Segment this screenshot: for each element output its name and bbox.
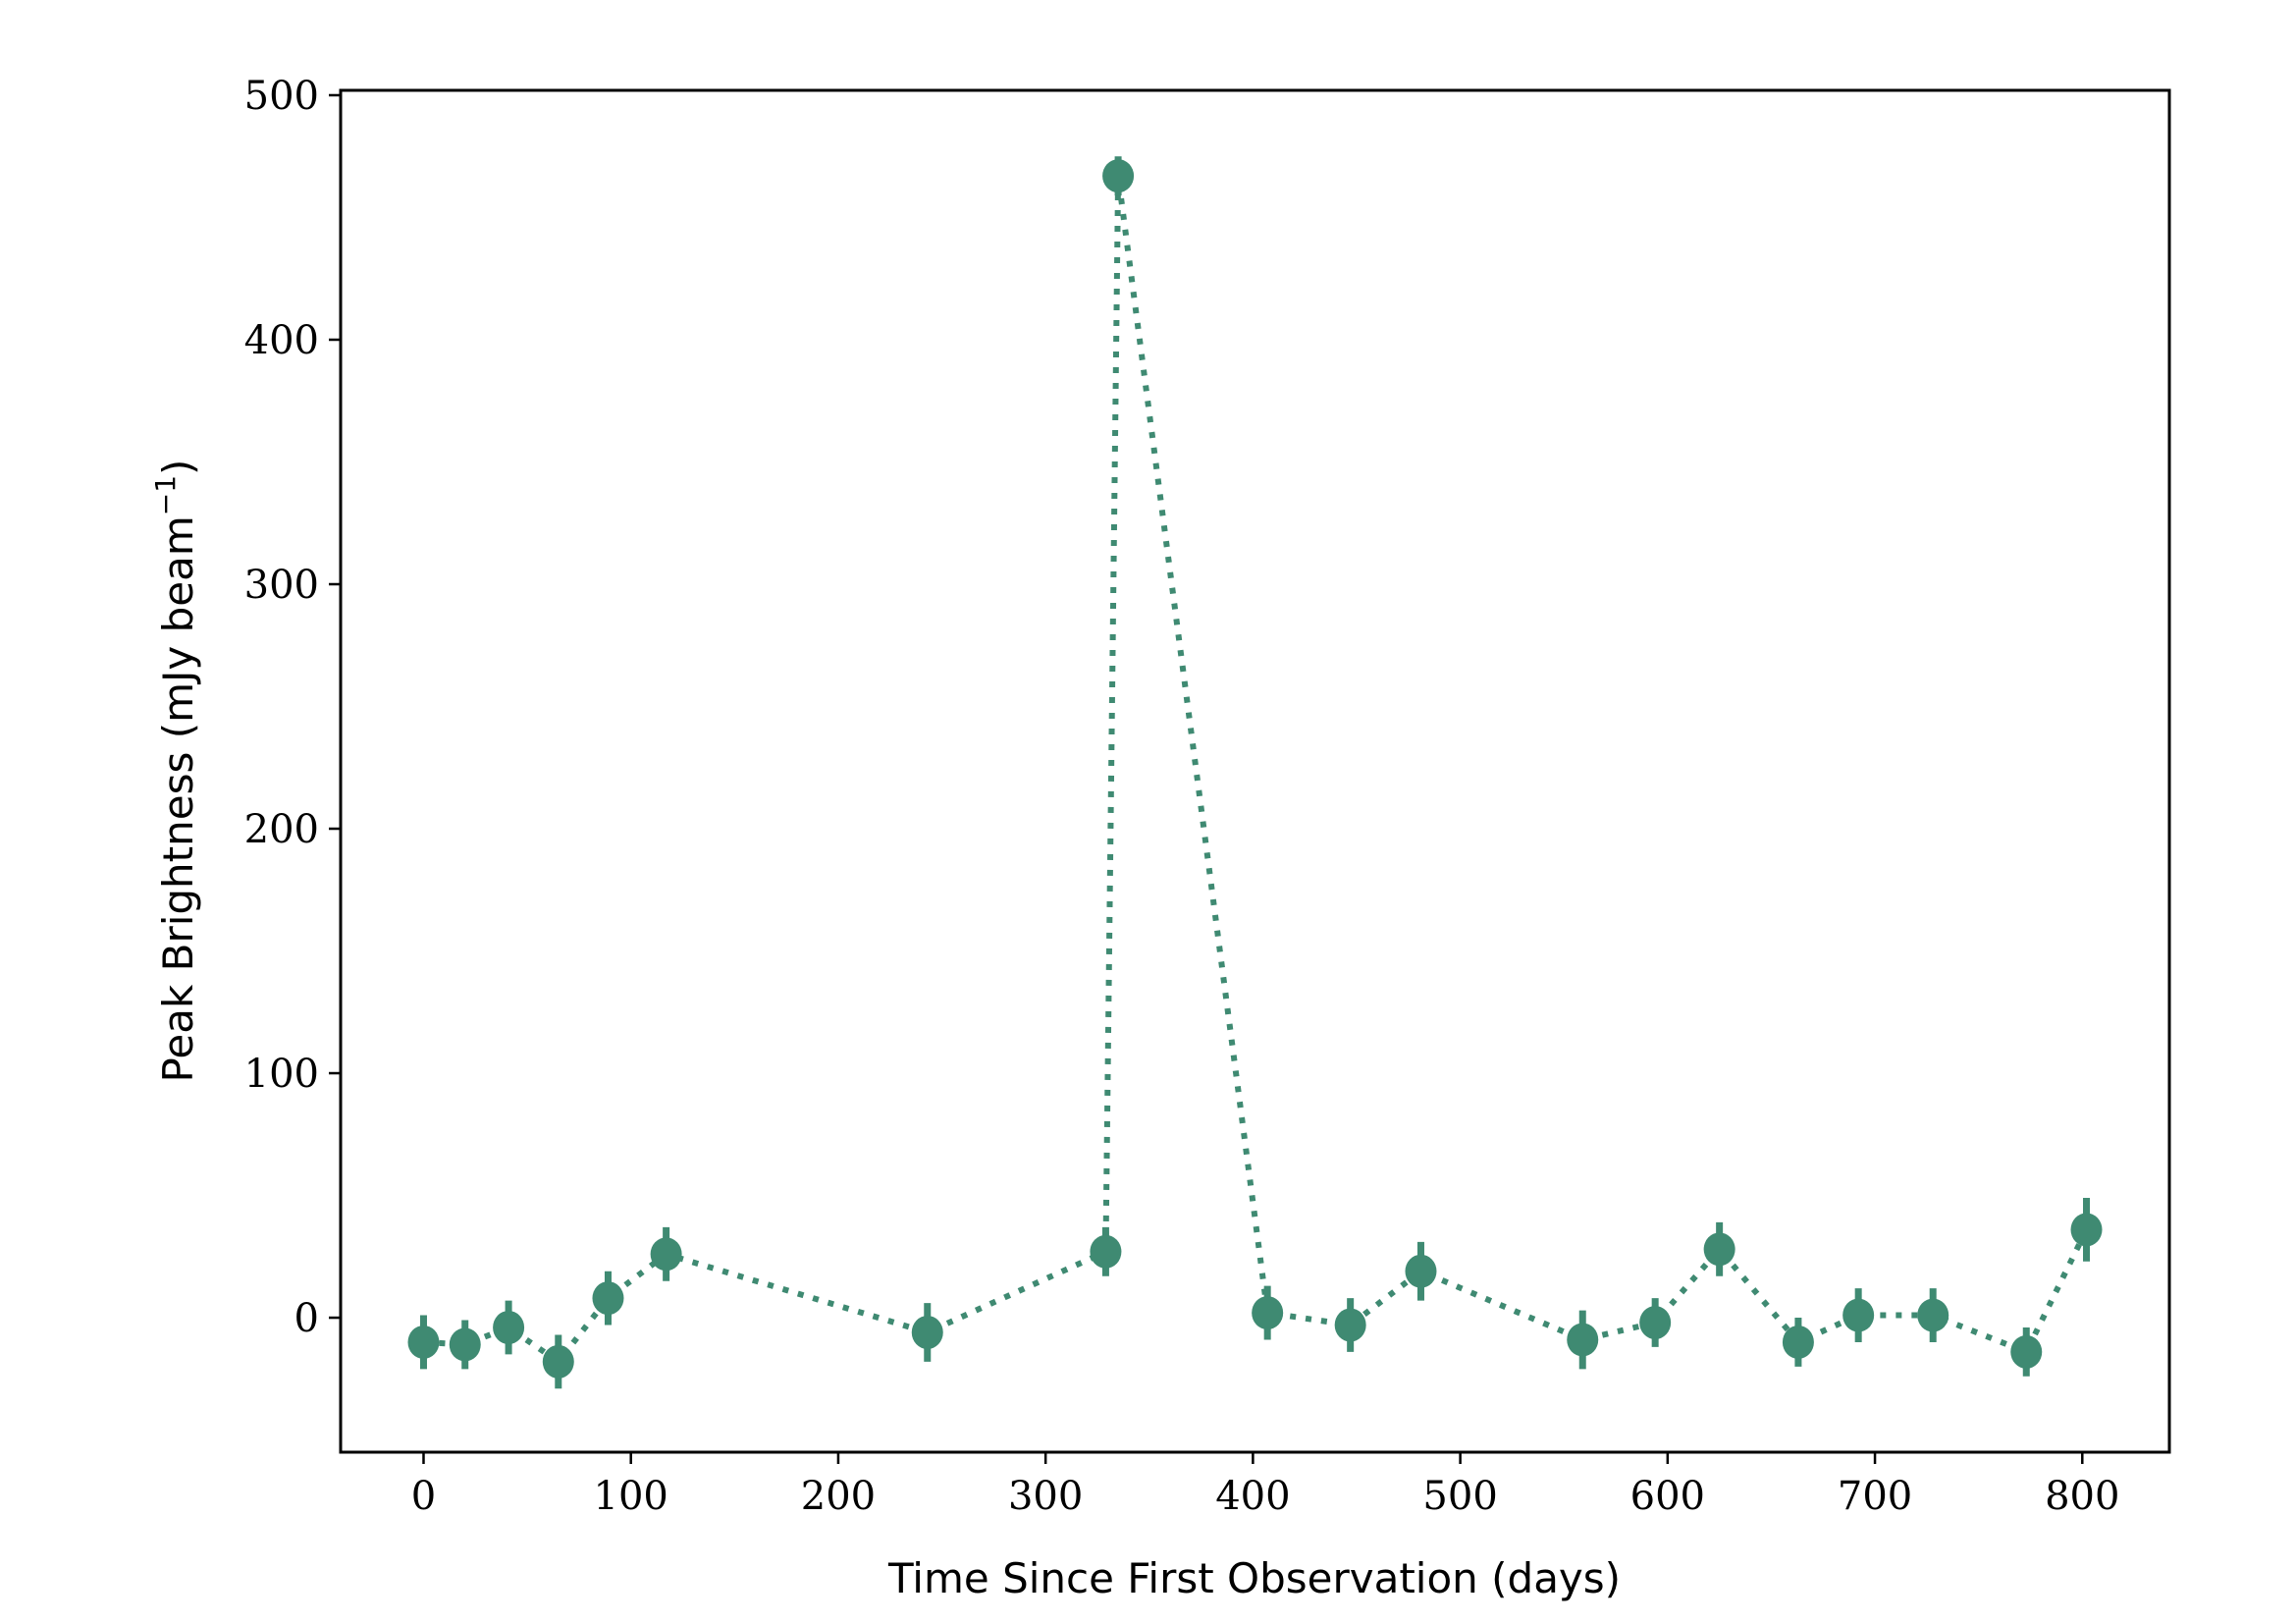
x-axis: 0 100 200 300 400 500 600 700 800 <box>411 1452 2119 1519</box>
axes-frame <box>339 88 2171 1454</box>
data-point <box>1334 1308 1366 1342</box>
data-point <box>2010 1334 2043 1369</box>
x-tick-label: 100 <box>594 1474 668 1519</box>
x-tick-label: 0 <box>411 1474 436 1519</box>
y-tick-label: 300 <box>244 563 319 608</box>
y-axis-label: Peak Brightness (mJy beam−1) <box>149 460 202 1083</box>
data-point <box>1703 1232 1735 1267</box>
data-point <box>911 1315 943 1349</box>
data-point <box>1567 1323 1599 1357</box>
data-point <box>542 1344 574 1379</box>
data-point <box>2070 1213 2103 1247</box>
x-tick-label: 400 <box>1215 1474 1290 1519</box>
x-tick-label: 600 <box>1630 1474 1705 1519</box>
data-point <box>1639 1306 1672 1340</box>
data-point <box>1917 1298 1949 1332</box>
y-tick-label: 0 <box>294 1296 319 1341</box>
x-tick-label: 700 <box>1838 1474 1912 1519</box>
series-line <box>423 175 2090 1366</box>
x-tick-label: 300 <box>1008 1474 1083 1519</box>
x-tick-label: 800 <box>2045 1474 2119 1519</box>
x-tick-label: 200 <box>801 1474 876 1519</box>
data-point <box>1090 1234 1122 1269</box>
y-tick-label: 500 <box>244 74 319 119</box>
y-axis: 0 100 200 300 400 500 <box>244 74 341 1341</box>
data-point <box>1102 159 1135 193</box>
data-point <box>592 1281 624 1316</box>
data-point <box>1842 1298 1875 1332</box>
y-tick-label: 400 <box>244 318 319 363</box>
data-point <box>407 1325 440 1359</box>
x-axis-label: Time Since First Observation (days) <box>887 1554 1621 1602</box>
y-tick-label: 100 <box>244 1052 319 1097</box>
x-tick-label: 500 <box>1422 1474 1497 1519</box>
plot-area <box>407 156 2103 1389</box>
data-point <box>650 1237 682 1272</box>
data-point <box>1782 1325 1814 1359</box>
y-tick-label: 200 <box>244 807 319 852</box>
data-point <box>1252 1296 1284 1330</box>
data-point <box>449 1327 481 1362</box>
data-point <box>493 1311 525 1345</box>
data-point <box>1405 1254 1437 1288</box>
